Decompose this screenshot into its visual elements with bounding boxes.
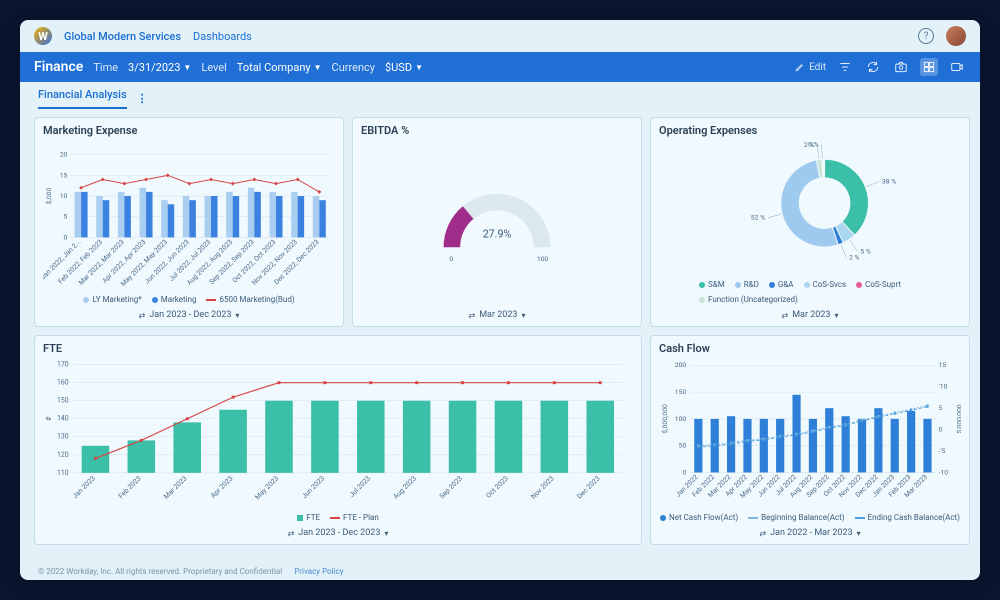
svg-text:170: 170 <box>57 361 69 369</box>
svg-text:$,000,000: $,000,000 <box>661 404 669 434</box>
svg-text:150: 150 <box>675 388 687 396</box>
ebitda-range[interactable]: ⇄Mar 2023▾ <box>361 307 633 320</box>
svg-text:10: 10 <box>60 192 68 200</box>
filter-icon[interactable] <box>836 58 854 76</box>
card-title: Marketing Expense <box>43 124 335 137</box>
svg-text:50: 50 <box>679 442 687 450</box>
svg-text:Apr 2023: Apr 2023 <box>209 474 234 499</box>
opex-donut: 38 %5 %2 %52 %2 %0 % <box>659 139 961 277</box>
svg-text:Dec 2023: Dec 2023 <box>576 474 602 500</box>
svg-text:130: 130 <box>57 433 69 441</box>
svg-text:100: 100 <box>675 415 687 423</box>
nav-dashboards[interactable]: Dashboards <box>193 30 252 43</box>
svg-text:#: # <box>45 416 53 421</box>
cashflow-range[interactable]: ⇄Jan 2022 - Mar 2023▾ <box>659 525 961 538</box>
footer: © 2022 Workday, Inc. All rights reserved… <box>20 563 980 580</box>
svg-text:Oct 2023: Oct 2023 <box>485 474 510 499</box>
copyright: © 2022 Workday, Inc. All rights reserved… <box>38 567 282 576</box>
svg-text:Aug 2023: Aug 2023 <box>392 474 418 500</box>
svg-text:Jan 2023: Jan 2023 <box>71 474 97 500</box>
svg-text:120: 120 <box>57 451 69 459</box>
edit-button[interactable]: Edit <box>795 62 826 73</box>
top-bar: W Global Modern Services Dashboards ? <box>20 20 980 52</box>
svg-text:Feb 2023: Feb 2023 <box>117 474 143 500</box>
card-title: FTE <box>43 342 633 355</box>
currency-label: Currency <box>332 61 375 74</box>
svg-text:0: 0 <box>449 255 453 263</box>
svg-text:15: 15 <box>60 171 68 179</box>
svg-text:-'5: -'5 <box>939 447 946 455</box>
refresh-icon[interactable] <box>864 58 882 76</box>
svg-text:5: 5 <box>939 404 943 412</box>
logo-icon: W <box>34 27 52 45</box>
svg-text:2 %: 2 % <box>849 253 860 261</box>
svg-text:140: 140 <box>57 415 69 423</box>
time-selector[interactable]: 3/31/2023▼ <box>128 61 191 74</box>
tab-row: Financial Analysis ⋮ <box>20 82 980 109</box>
ebitda-gauge: 27.9% 0 100 <box>361 139 633 307</box>
tab-more-icon[interactable]: ⋮ <box>137 92 148 105</box>
svg-text:Sep 2023: Sep 2023 <box>438 474 464 500</box>
opex-range[interactable]: ⇄Mar 2023▾ <box>659 307 961 320</box>
svg-text:'10: '10 <box>939 383 948 391</box>
fte-range[interactable]: ⇄Jan 2023 - Dec 2023▾ <box>43 525 633 538</box>
cashflow-legend: Net Cash Flow(Act)Beginning Balance(Act)… <box>659 510 961 525</box>
svg-text:000'000'$: 000'000'$ <box>955 404 961 433</box>
tab-financial-analysis[interactable]: Financial Analysis <box>38 88 127 109</box>
card-title: Operating Expenses <box>659 124 961 137</box>
svg-text:100: 100 <box>537 255 549 263</box>
privacy-link[interactable]: Privacy Policy <box>294 567 343 576</box>
fte-chart: 110 120 130 140 150 160 170 # Jan 2023 Feb 2023 Ma… <box>43 357 633 510</box>
svg-text:Jun 2023: Jun 2023 <box>300 474 326 500</box>
card-fte: FTE 110 120 130 140 150 160 170 # Jan 2023 Feb 20… <box>34 335 642 545</box>
svg-text:5: 5 <box>64 213 68 221</box>
card-cashflow: Cash Flow 0 50 100 150 200 -10 -'5 0 5 '10 15 $,000… <box>650 335 970 545</box>
avatar[interactable] <box>946 26 966 46</box>
svg-text:Nov 2023: Nov 2023 <box>529 474 555 500</box>
svg-text:160: 160 <box>57 379 69 387</box>
svg-text:-10: -10 <box>939 468 949 476</box>
svg-text:52 %: 52 % <box>751 214 765 222</box>
svg-text:Jul 2023: Jul 2023 <box>348 474 372 498</box>
grid-view-icon[interactable] <box>920 58 938 76</box>
svg-text:0: 0 <box>939 426 943 434</box>
svg-text:150: 150 <box>57 397 69 405</box>
level-selector[interactable]: Total Company▼ <box>237 61 322 74</box>
svg-text:$,000: $,000 <box>45 188 53 205</box>
card-title: Cash Flow <box>659 342 961 355</box>
svg-text:27.9%: 27.9% <box>483 228 512 241</box>
svg-text:15: 15 <box>939 361 947 369</box>
marketing-range[interactable]: ⇄Jan 2023 - Dec 2023▾ <box>43 307 335 320</box>
opex-legend: S&MR&DG&ACoS-SvcsCoS-SuprtFunction (Unca… <box>659 277 961 307</box>
level-label: Level <box>201 61 226 74</box>
marketing-chart: 05101520$,000Jan 2022, Jan 2...Feb 2022,… <box>43 139 335 292</box>
svg-text:0: 0 <box>64 233 68 241</box>
svg-text:0: 0 <box>682 468 686 476</box>
filter-bar: Finance Time 3/31/2023▼ Level Total Comp… <box>20 52 980 82</box>
cashflow-chart: 0 50 100 150 200 -10 -'5 0 5 '10 15 $,000,000 000'00… <box>659 357 961 510</box>
svg-text:110: 110 <box>57 469 69 477</box>
svg-text:Mar 2023: Mar 2023 <box>162 474 188 500</box>
svg-text:5 %: 5 % <box>860 247 871 255</box>
card-title: EBITDA % <box>361 124 633 137</box>
camera-icon[interactable] <box>892 58 910 76</box>
marketing-legend: LY Marketing*Marketing6500 Marketing(Bud… <box>43 292 335 307</box>
card-marketing-expense: Marketing Expense 05101520$,000Jan 2022,… <box>34 117 344 327</box>
time-label: Time <box>93 61 118 74</box>
fte-legend: FTEFTE - Plan <box>43 510 633 525</box>
card-opex: Operating Expenses 38 %5 %2 %52 %2 %0 % … <box>650 117 970 327</box>
svg-text:May 2023: May 2023 <box>253 474 280 501</box>
svg-text:200: 200 <box>675 361 687 369</box>
currency-selector[interactable]: $USD▼ <box>385 61 423 74</box>
present-icon[interactable] <box>948 58 966 76</box>
org-name[interactable]: Global Modern Services <box>64 30 181 43</box>
svg-text:20: 20 <box>60 151 68 159</box>
page-title: Finance <box>34 59 83 75</box>
svg-text:38 %: 38 % <box>882 178 896 186</box>
help-icon[interactable]: ? <box>918 28 934 44</box>
card-ebitda: EBITDA % 27.9% 0 100 ⇄Mar 2023▾ <box>352 117 642 327</box>
svg-text:0 %: 0 % <box>808 141 819 149</box>
